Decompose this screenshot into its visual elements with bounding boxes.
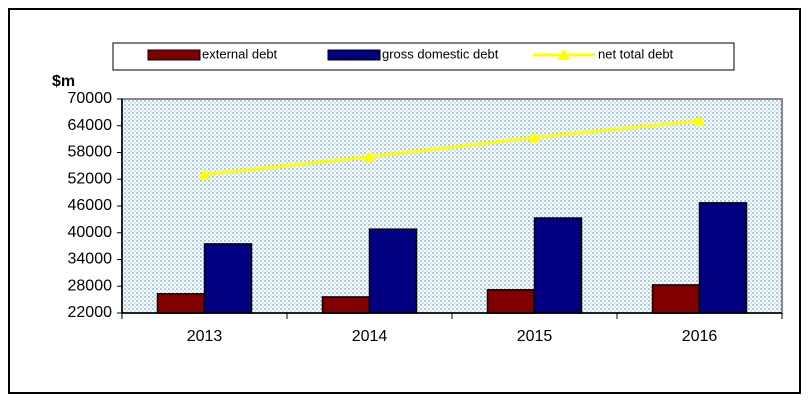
marker xyxy=(198,168,211,180)
y-tick-label: 28000 xyxy=(68,277,113,294)
legend-swatch xyxy=(558,49,570,60)
bar xyxy=(486,289,536,314)
bar xyxy=(203,243,253,314)
y-tick-label: 64000 xyxy=(68,117,113,134)
marker xyxy=(693,114,706,126)
bar xyxy=(368,228,418,314)
bar xyxy=(533,217,583,314)
bar xyxy=(698,202,748,314)
marker xyxy=(363,150,376,162)
x-tick-label: 2013 xyxy=(187,328,223,345)
y-tick-label: 46000 xyxy=(68,197,113,214)
legend-label: external debt xyxy=(202,46,278,61)
legend-label: gross domestic debt xyxy=(382,46,499,61)
y-tick-label: 52000 xyxy=(68,170,113,187)
y-tick-label: 40000 xyxy=(68,224,113,241)
legend-label: net total debt xyxy=(598,46,674,61)
y-tick-label: 58000 xyxy=(68,144,113,161)
bar xyxy=(651,284,701,314)
bar xyxy=(321,296,371,314)
y-tick-label: 34000 xyxy=(68,251,113,268)
y-tick-label: 22000 xyxy=(68,304,113,321)
legend-box xyxy=(112,42,735,71)
y-tick-label: 70000 xyxy=(68,90,113,107)
x-tick-label: 2015 xyxy=(517,328,553,345)
bar xyxy=(156,293,206,314)
x-tick-label: 2016 xyxy=(682,328,718,345)
y-axis-label: $m xyxy=(52,73,75,90)
legend-swatch xyxy=(147,49,201,61)
marker xyxy=(528,131,541,143)
legend-swatch xyxy=(327,49,381,61)
line xyxy=(204,119,700,177)
x-tick-label: 2014 xyxy=(352,328,388,345)
